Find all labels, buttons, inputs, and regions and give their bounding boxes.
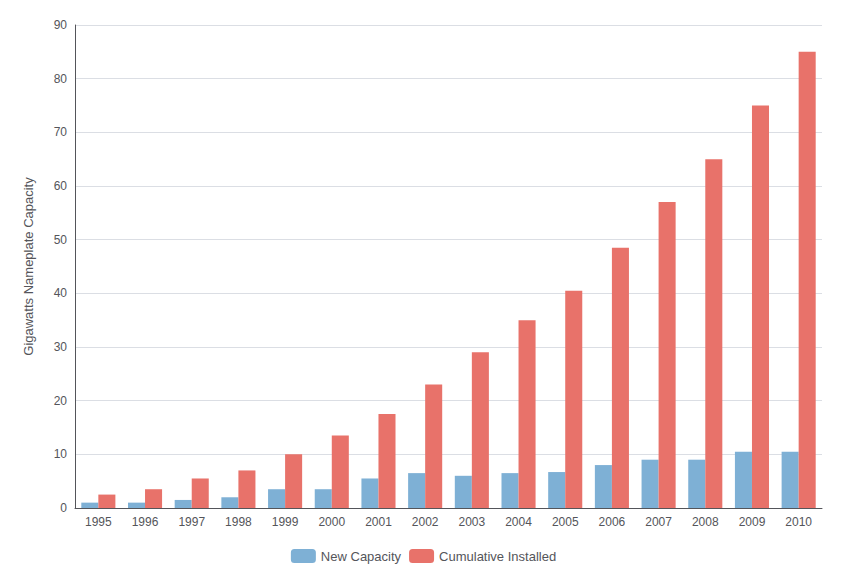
svg-text:2002: 2002 <box>412 515 439 529</box>
svg-text:Gigawatts Nameplate Capacity: Gigawatts Nameplate Capacity <box>21 177 36 356</box>
svg-text:10: 10 <box>54 447 68 461</box>
svg-text:20: 20 <box>54 394 68 408</box>
svg-text:2000: 2000 <box>318 515 345 529</box>
svg-text:1997: 1997 <box>178 515 205 529</box>
svg-text:2010: 2010 <box>785 515 812 529</box>
svg-text:2008: 2008 <box>692 515 719 529</box>
svg-text:New Capacity: New Capacity <box>321 549 402 564</box>
svg-text:30: 30 <box>54 340 68 354</box>
svg-text:2004: 2004 <box>505 515 532 529</box>
svg-text:1999: 1999 <box>272 515 299 529</box>
svg-text:50: 50 <box>54 233 68 247</box>
svg-text:Cumulative Installed: Cumulative Installed <box>439 549 556 564</box>
svg-text:90: 90 <box>54 18 68 32</box>
svg-text:40: 40 <box>54 286 68 300</box>
svg-text:60: 60 <box>54 179 68 193</box>
svg-text:1996: 1996 <box>132 515 159 529</box>
svg-text:2001: 2001 <box>365 515 392 529</box>
svg-text:0: 0 <box>60 501 67 515</box>
svg-text:2007: 2007 <box>645 515 672 529</box>
svg-text:1995: 1995 <box>85 515 112 529</box>
svg-text:2006: 2006 <box>599 515 626 529</box>
svg-text:2003: 2003 <box>458 515 485 529</box>
svg-text:80: 80 <box>54 72 68 86</box>
svg-text:1998: 1998 <box>225 515 252 529</box>
svg-text:70: 70 <box>54 125 68 139</box>
svg-text:2009: 2009 <box>739 515 766 529</box>
svg-text:2005: 2005 <box>552 515 579 529</box>
